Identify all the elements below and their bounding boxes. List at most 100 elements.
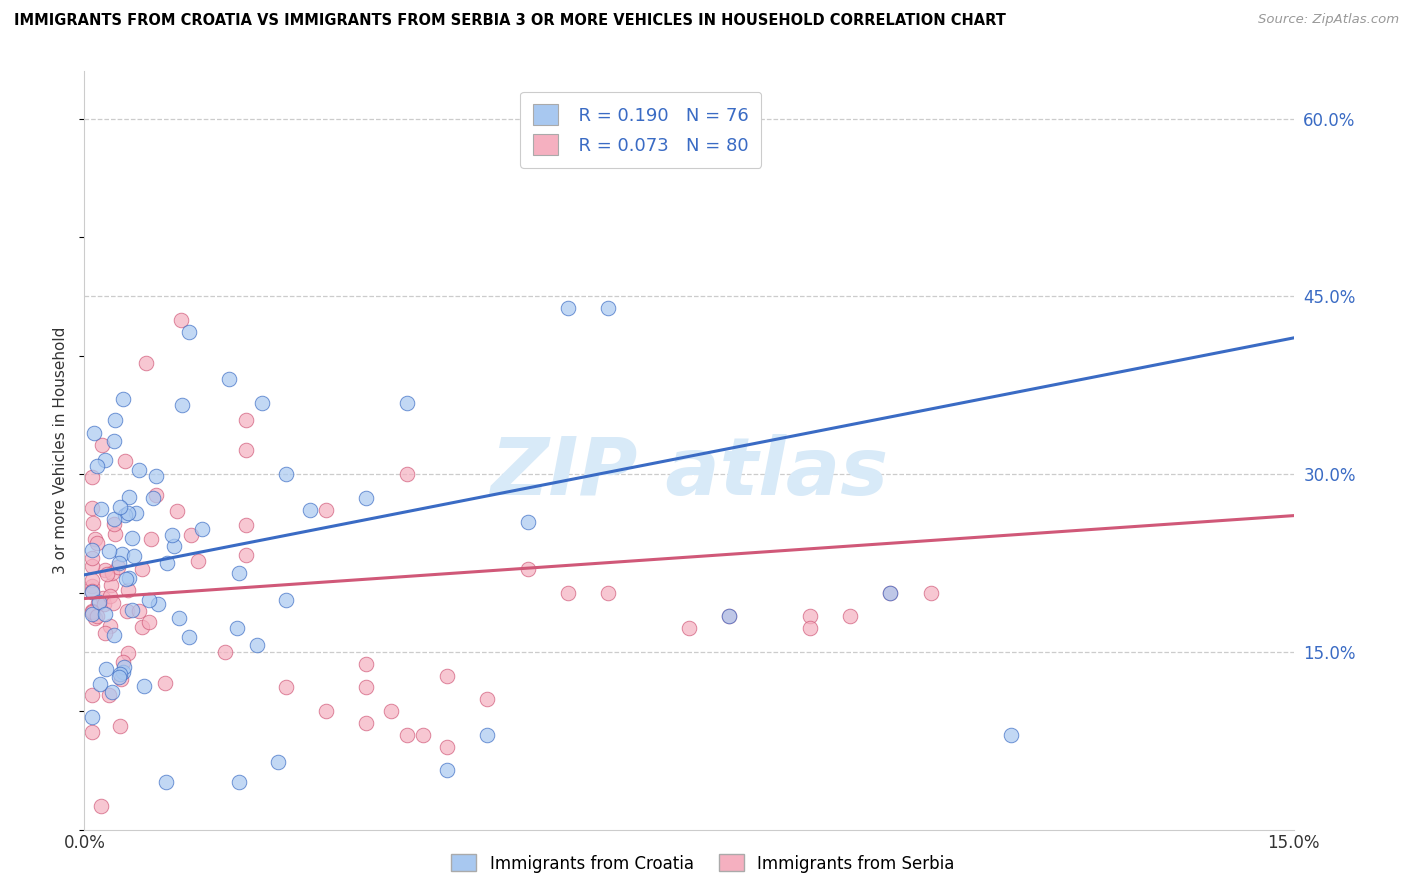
Point (228, 566, 250, 580)
Point (100, 578, 122, 592)
Point (170, 398, 193, 412)
Point (108, 719, 131, 733)
Point (96, 662, 118, 676)
Point (96, 567, 118, 582)
Point (879, 585, 901, 599)
Point (235, 548, 257, 562)
Point (153, 675, 176, 690)
Point (598, 585, 620, 599)
Point (156, 556, 179, 570)
Point (477, 728, 499, 742)
Point (228, 775, 250, 789)
Point (108, 666, 131, 681)
Point (93, 453, 115, 467)
Point (104, 413, 127, 427)
Point (89, 677, 111, 691)
Point (839, 609, 862, 624)
Point (167, 610, 190, 624)
Point (131, 562, 153, 576)
Point (128, 463, 150, 477)
Text: ZIP atlas: ZIP atlas (489, 434, 889, 512)
Point (90, 438, 112, 452)
Point (112, 660, 135, 674)
Point (356, 657, 378, 671)
Point (94, 607, 117, 621)
Point (166, 504, 188, 518)
Point (94, 563, 117, 577)
Point (138, 615, 160, 630)
Point (82, 542, 104, 557)
Point (98, 589, 121, 603)
Point (516, 562, 538, 576)
Point (82, 710, 104, 724)
Point (82, 584, 104, 599)
Point (114, 454, 136, 468)
Point (267, 755, 290, 769)
Point (101, 566, 124, 580)
Point (112, 665, 135, 679)
Point (128, 604, 150, 618)
Point (110, 672, 132, 686)
Point (103, 517, 125, 532)
Text: Source: ZipAtlas.com: Source: ZipAtlas.com (1258, 13, 1399, 27)
Point (117, 582, 139, 597)
Point (108, 670, 131, 684)
Point (82, 516, 104, 531)
Point (107, 560, 129, 574)
Point (103, 512, 125, 526)
Point (84, 532, 107, 546)
Point (82, 574, 104, 588)
Point (132, 680, 155, 694)
Point (82, 469, 104, 483)
Point (395, 467, 418, 482)
Legend:   R = 0.190   N = 76,   R = 0.073   N = 80: R = 0.190 N = 76, R = 0.073 N = 80 (520, 92, 761, 168)
Point (718, 609, 741, 624)
Point (141, 532, 163, 546)
Point (82, 724, 104, 739)
Point (477, 692, 499, 706)
Point (101, 685, 124, 699)
Point (82, 583, 104, 598)
Point (678, 621, 700, 635)
Point (110, 547, 132, 561)
Point (187, 554, 209, 568)
Point (97, 689, 120, 703)
Point (82, 688, 104, 702)
Point (118, 490, 141, 504)
Point (107, 557, 129, 571)
Point (103, 596, 125, 610)
Point (117, 646, 139, 660)
Point (82, 605, 104, 619)
Point (356, 491, 378, 505)
Point (145, 469, 167, 483)
Point (1000, 728, 1022, 742)
Point (799, 621, 821, 635)
Point (122, 549, 145, 564)
Point (98, 619, 121, 633)
Point (155, 774, 177, 789)
Point (115, 572, 138, 586)
Point (90, 798, 112, 813)
Point (94, 626, 117, 640)
Point (103, 434, 125, 449)
Point (103, 627, 125, 641)
Point (91, 591, 114, 605)
Point (179, 325, 201, 339)
Point (86, 459, 108, 474)
Point (179, 630, 201, 644)
Point (436, 739, 458, 754)
Point (274, 592, 297, 607)
Legend: Immigrants from Croatia, Immigrants from Serbia: Immigrants from Croatia, Immigrants from… (444, 847, 962, 880)
Point (82, 604, 104, 618)
Point (214, 645, 236, 659)
Point (93, 597, 115, 611)
Point (121, 531, 143, 545)
Point (557, 301, 579, 316)
Point (226, 622, 249, 636)
Point (82, 607, 104, 622)
Point (356, 715, 378, 730)
Point (86, 535, 108, 549)
Point (395, 396, 418, 410)
Point (112, 655, 135, 669)
Point (121, 603, 143, 617)
